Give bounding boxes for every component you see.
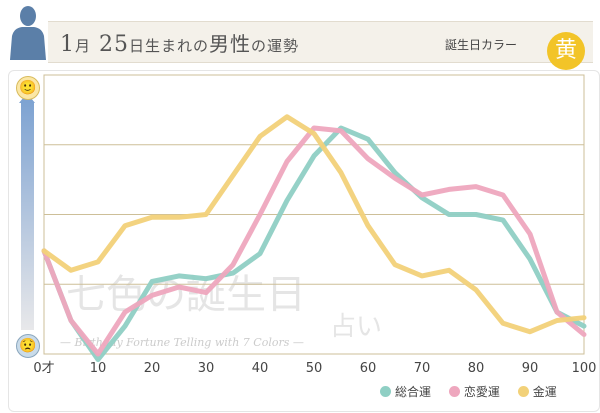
person-icon bbox=[10, 6, 46, 60]
series-line-love bbox=[41, 125, 587, 357]
birthday-color-label: 誕生日カラー bbox=[445, 38, 518, 52]
legend-item-overall: 総合運 bbox=[380, 385, 431, 399]
x-tick-label: 80 bbox=[468, 361, 485, 376]
x-tick-label: 30 bbox=[198, 361, 215, 376]
x-tick-label: 70 bbox=[414, 361, 431, 376]
series-line-money bbox=[41, 114, 587, 335]
x-tick-label: 60 bbox=[360, 361, 377, 376]
happy-face-icon: 🙂 bbox=[16, 76, 40, 100]
legend-dot-icon bbox=[448, 386, 460, 397]
x-tick-label: 0才 bbox=[33, 361, 54, 376]
title-day: 25 bbox=[99, 32, 130, 57]
title-month-unit: 月 bbox=[75, 37, 92, 55]
birthday-color-badge: 黄 bbox=[547, 32, 585, 70]
watermark-logo-2: 占い bbox=[330, 312, 383, 342]
x-tick-label: 50 bbox=[306, 361, 323, 376]
legend-item-money: 金運 bbox=[517, 385, 557, 399]
title-gender: 男性 bbox=[209, 32, 252, 56]
legend-item-love: 恋愛運 bbox=[448, 385, 500, 399]
legend-label-overall: 総合運 bbox=[395, 385, 432, 399]
series-line-overall bbox=[41, 125, 587, 363]
legend-dot-icon bbox=[380, 386, 391, 397]
page-title: 1月 25日生まれの男性の運勢 bbox=[60, 28, 299, 57]
x-tick-label: 90 bbox=[522, 361, 539, 376]
legend-dot-icon bbox=[517, 386, 529, 397]
chart-legend: 総合運 恋愛運 金運 bbox=[380, 383, 557, 400]
fortune-scale-bar bbox=[21, 102, 34, 330]
sad-face-icon: 😟 bbox=[16, 334, 40, 358]
title-suffix: 日生まれの bbox=[129, 37, 210, 55]
legend-label-money: 金運 bbox=[532, 385, 557, 399]
watermark-logo: 七色の誕生日 bbox=[66, 272, 306, 318]
header: 1月 25日生まれの男性の運勢 誕生日カラー 黄 bbox=[0, 0, 600, 70]
legend-label-love: 恋愛運 bbox=[463, 385, 500, 399]
x-tick-label: 10 bbox=[90, 361, 107, 376]
title-month: 1 bbox=[60, 32, 75, 57]
title-bar bbox=[48, 21, 593, 63]
x-tick-label: 20 bbox=[144, 361, 161, 376]
watermark-subtitle: — Birthday Fortune Telling with 7 Colors… bbox=[60, 336, 304, 349]
x-tick-label: 100 bbox=[572, 361, 597, 376]
x-tick-label: 40 bbox=[252, 361, 269, 376]
title-suffix2: の運勢 bbox=[251, 37, 300, 55]
